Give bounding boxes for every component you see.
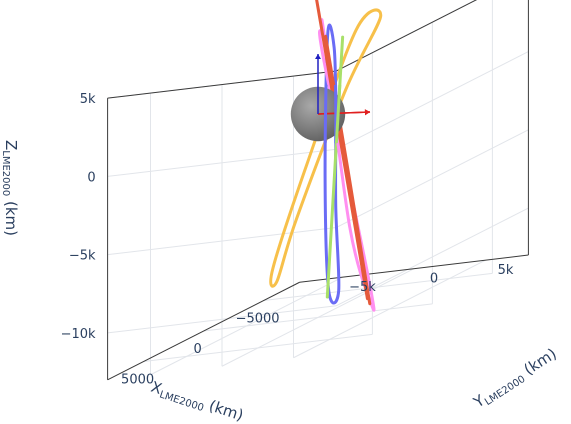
z-tick-label: −10k xyxy=(61,327,96,342)
edge-top-right xyxy=(336,0,478,72)
x-tick-label: 0 xyxy=(193,342,201,357)
z-tick-label: 0 xyxy=(87,170,95,185)
z-axis-title: ZLME2000 (km) xyxy=(0,140,20,236)
edge-front-left xyxy=(107,281,300,381)
edge-front-right xyxy=(299,254,529,283)
grid-line-z-wall-a xyxy=(107,226,337,256)
grid-line-z-wall-a xyxy=(107,148,337,177)
orbit-trace-2 xyxy=(323,23,341,305)
y-axis-title: YLME2000 (km) xyxy=(470,345,561,414)
grid-line-z-wall-b xyxy=(336,129,529,228)
moon-sphere xyxy=(290,86,346,142)
orbit-trace-1 xyxy=(269,8,383,288)
edge-top-left xyxy=(107,70,337,99)
x-axis-title: XLME2000 (km) xyxy=(148,378,246,424)
axis-edges xyxy=(107,0,529,381)
tick-labels: −5000 0 5000 −5k 0 5k 5k 0 −5k −10k xyxy=(61,92,514,387)
y-tick-label: −5k xyxy=(349,280,376,295)
orbit-trace-3 xyxy=(325,35,345,299)
y-tick-label: 5k xyxy=(498,263,514,278)
frame-arrow-head-z xyxy=(315,54,321,59)
z-tick-label: −5k xyxy=(69,249,96,264)
grid-line-y-floor xyxy=(221,268,415,367)
grid-line-z-wall-b xyxy=(336,51,529,150)
x-tick-label: 5000 xyxy=(121,373,154,388)
x-tick-label: −5000 xyxy=(236,312,280,327)
z-tick-label: 5k xyxy=(80,92,96,107)
grid-line-y-floor xyxy=(150,276,343,376)
grid-line-y-floor xyxy=(293,259,486,359)
y-tick-label: 0 xyxy=(430,272,438,287)
orbit-back-layer xyxy=(269,0,383,312)
frame-arrow-head-y xyxy=(364,109,370,116)
grid-line-z-wall-a xyxy=(107,305,337,334)
